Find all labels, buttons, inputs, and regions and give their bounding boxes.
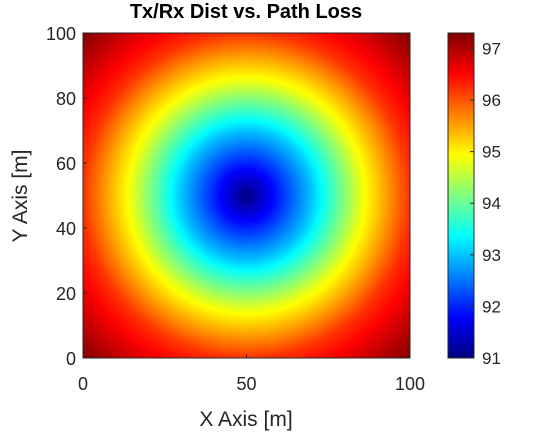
y-axis: 0 20 40 60 80 100	[46, 24, 87, 369]
colorbar-tick-label: 91	[482, 349, 501, 368]
colorbar-border	[447, 32, 475, 359]
y-tick-label: 80	[56, 89, 76, 109]
colorbar-tick-label: 96	[482, 91, 501, 110]
y-tick-label: 100	[46, 24, 76, 44]
y-tick-label: 0	[66, 349, 76, 369]
y-tick-label: 60	[56, 154, 76, 174]
colorbar-tick-label: 94	[482, 194, 501, 213]
x-axis: 0 50 100	[78, 354, 425, 394]
y-tick-label: 20	[56, 284, 76, 304]
colorbar: 91 92 93 94 95 96 97	[447, 32, 501, 368]
y-tick-label: 40	[56, 219, 76, 239]
x-tick-label: 100	[395, 374, 425, 394]
heatmap-image	[83, 33, 410, 358]
colorbar-image	[448, 33, 474, 358]
y-axis-label: Y Axis [m]	[9, 150, 32, 243]
colorbar-ticks: 91 92 93 94 95 96 97	[470, 39, 501, 368]
colorbar-tick-label: 97	[482, 39, 501, 58]
colorbar-tick-label: 93	[482, 246, 501, 265]
x-tick-label: 50	[236, 374, 256, 394]
plot-area	[82, 32, 411, 359]
colorbar-tick-label: 92	[482, 297, 501, 316]
x-axis-label: X Axis [m]	[199, 408, 292, 431]
x-tick-label: 0	[78, 374, 88, 394]
colorbar-tick-label: 95	[482, 143, 501, 162]
chart-title: Tx/Rx Dist vs. Path Loss	[130, 1, 362, 23]
